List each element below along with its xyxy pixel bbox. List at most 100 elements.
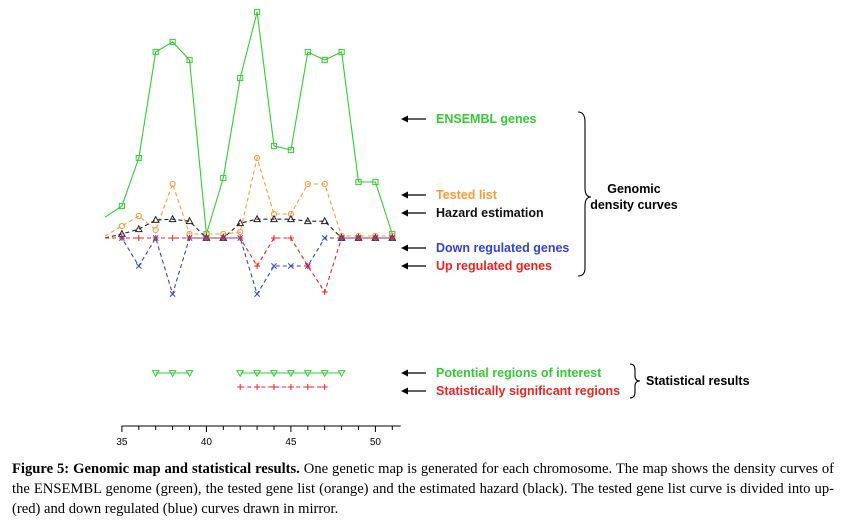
series-1-point bbox=[135, 212, 142, 220]
genomic-map-figure: ENSEMBL genes Tested list Hazard estimatio… bbox=[104, 8, 750, 448]
legend-arrow-head bbox=[401, 209, 408, 217]
series-4-point bbox=[304, 263, 311, 269]
series-1-point bbox=[169, 180, 176, 188]
series-1-point bbox=[118, 222, 126, 230]
legend-label-3: Down regulated genes bbox=[436, 241, 569, 255]
legend-label-2: Hazard estimation bbox=[436, 206, 544, 220]
series-2-point bbox=[134, 224, 143, 233]
series-line-3 bbox=[105, 236, 393, 296]
series-4-point bbox=[254, 263, 261, 269]
legend-label-1: Tested list bbox=[436, 188, 498, 202]
figure-caption: Figure 5: Genomic map and statistical re… bbox=[12, 459, 834, 519]
series-4-point bbox=[169, 235, 176, 241]
series-0-point bbox=[355, 178, 362, 186]
x-axis: 35 40 45 50 bbox=[116, 425, 401, 448]
legend-arrow-head bbox=[401, 369, 408, 377]
series-0-point bbox=[254, 8, 261, 16]
series-4-point bbox=[338, 235, 345, 241]
track-label-1: Statistically significant regions bbox=[436, 384, 620, 398]
series-4-point bbox=[321, 289, 328, 295]
series-0-point bbox=[169, 38, 176, 46]
track-0-point bbox=[151, 370, 160, 378]
series-4-point bbox=[135, 235, 142, 241]
series-2-point bbox=[168, 214, 177, 223]
series-0-point bbox=[220, 174, 227, 182]
track-0-point bbox=[185, 370, 194, 378]
genomic-group-label: Genomic bbox=[607, 182, 661, 196]
x-tick-label: 40 bbox=[201, 437, 213, 448]
series-line-0 bbox=[104, 11, 393, 235]
legend-arrow-head bbox=[401, 191, 408, 199]
series-3-point bbox=[321, 235, 328, 241]
series-2-point bbox=[253, 214, 262, 223]
series-0-point bbox=[135, 154, 142, 162]
series-4-point bbox=[220, 235, 227, 241]
series-2-point bbox=[269, 214, 279, 223]
series-0-point bbox=[118, 202, 126, 210]
series-2-point bbox=[320, 216, 329, 225]
track-1-point bbox=[321, 384, 328, 390]
series-3-point bbox=[254, 291, 261, 297]
genomic-group-label: density curves bbox=[590, 198, 678, 212]
legend-arrow-head bbox=[401, 262, 408, 270]
track-1-point bbox=[304, 384, 311, 390]
series-2-point bbox=[185, 216, 194, 225]
series-1-point bbox=[304, 180, 311, 188]
series-line-1 bbox=[104, 155, 393, 237]
series-4-point bbox=[271, 235, 277, 241]
series-4-point bbox=[372, 235, 379, 241]
legend-label-4: Up regulated genes bbox=[436, 259, 552, 273]
series-4-point bbox=[203, 235, 210, 241]
legend-label-0: ENSEMBL genes bbox=[436, 112, 537, 126]
series-0-point bbox=[321, 56, 328, 64]
legend: ENSEMBL genes Tested list Hazard estimatio… bbox=[401, 111, 750, 399]
track-0-point bbox=[337, 370, 346, 378]
series-4-point bbox=[355, 235, 362, 241]
series-2-point bbox=[151, 215, 160, 223]
series-3-point bbox=[271, 263, 277, 269]
series-2-point bbox=[286, 214, 295, 223]
x-tick-label: 45 bbox=[285, 437, 297, 448]
track-1-point bbox=[287, 384, 294, 390]
series-2-point bbox=[236, 218, 245, 227]
track-0-point bbox=[320, 370, 329, 378]
series-0-point bbox=[338, 48, 345, 56]
series-0-point bbox=[270, 142, 278, 150]
series-1-point bbox=[237, 228, 244, 236]
series-3-point bbox=[135, 263, 142, 269]
caption-text: One genetic map is generated for each ch… bbox=[12, 461, 835, 517]
series-1-point bbox=[321, 180, 328, 188]
track-0-point bbox=[168, 370, 177, 378]
series-4-point bbox=[389, 235, 396, 241]
series-4-point bbox=[118, 235, 125, 241]
track-0-point bbox=[236, 370, 245, 378]
series-0-point bbox=[237, 74, 244, 82]
series-4-point bbox=[287, 235, 294, 241]
series-line-2 bbox=[104, 218, 393, 239]
legend-arrow-head bbox=[401, 115, 408, 123]
series-line-4 bbox=[105, 237, 393, 294]
track-0-point bbox=[269, 370, 279, 378]
caption-title: Figure 5: bbox=[12, 461, 70, 477]
series-0-point bbox=[152, 48, 159, 56]
series-1-point bbox=[152, 226, 159, 234]
x-tick-label: 35 bbox=[116, 437, 128, 448]
density-curves-plot bbox=[104, 8, 397, 297]
track-1-point bbox=[271, 384, 277, 390]
x-tick-label: 50 bbox=[370, 437, 382, 448]
series-4-point bbox=[186, 235, 193, 241]
series-1-point bbox=[254, 154, 261, 162]
legend-arrow-head bbox=[401, 244, 408, 252]
track-1-point bbox=[254, 384, 261, 390]
series-3-point bbox=[287, 263, 294, 269]
series-0-point bbox=[287, 146, 294, 154]
legend-arrow-head bbox=[401, 387, 408, 395]
statistical-tracks bbox=[151, 370, 346, 390]
track-0-point bbox=[303, 370, 312, 378]
series-3-point bbox=[169, 291, 176, 297]
genomic-brace bbox=[577, 111, 592, 277]
series-0-point bbox=[372, 178, 379, 186]
track-1-point bbox=[237, 384, 244, 390]
series-4-point bbox=[237, 235, 244, 241]
track-label-0: Potential regions of interest bbox=[436, 366, 602, 380]
